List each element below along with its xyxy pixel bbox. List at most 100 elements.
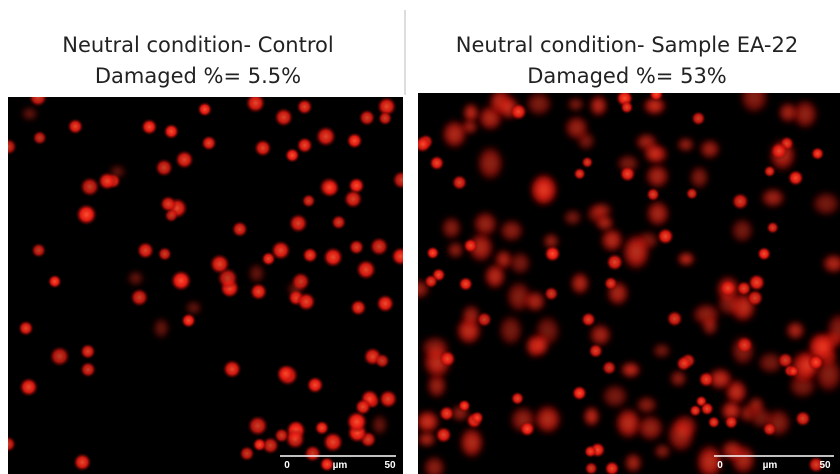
cell bbox=[76, 204, 98, 226]
cell bbox=[80, 361, 96, 377]
cell bbox=[476, 312, 492, 328]
cell bbox=[426, 246, 439, 259]
cell bbox=[369, 237, 389, 257]
cell bbox=[350, 299, 367, 316]
cell bbox=[0, 138, 17, 155]
cell bbox=[67, 118, 83, 134]
cell bbox=[724, 415, 738, 429]
cell bbox=[130, 288, 149, 307]
cell bbox=[764, 165, 776, 177]
cell bbox=[666, 310, 683, 327]
cell bbox=[746, 289, 763, 306]
scale-label: 0 bbox=[284, 460, 290, 471]
cell bbox=[136, 241, 154, 259]
cell bbox=[770, 142, 788, 160]
cell bbox=[635, 395, 659, 415]
cell bbox=[738, 80, 770, 116]
cell bbox=[315, 126, 336, 147]
cell bbox=[471, 411, 484, 424]
cell bbox=[686, 187, 699, 200]
cell bbox=[359, 109, 376, 126]
cell bbox=[691, 111, 706, 126]
cell bbox=[651, 342, 672, 359]
cell bbox=[563, 114, 590, 142]
cell bbox=[653, 443, 672, 460]
cell bbox=[588, 94, 608, 118]
cell bbox=[582, 405, 601, 428]
cell bbox=[245, 93, 265, 113]
scale-label: 0 bbox=[717, 460, 723, 471]
cell bbox=[676, 251, 696, 267]
cell bbox=[349, 239, 365, 255]
cell bbox=[524, 90, 554, 117]
scale-label: µm bbox=[333, 460, 348, 471]
cell bbox=[253, 438, 267, 452]
cell bbox=[80, 177, 100, 197]
cell bbox=[48, 274, 62, 288]
cell bbox=[21, 106, 39, 121]
cell bbox=[346, 132, 362, 148]
cell bbox=[439, 350, 456, 367]
cell bbox=[785, 320, 807, 341]
cell bbox=[497, 313, 524, 348]
cell bbox=[302, 194, 316, 208]
cell bbox=[623, 452, 643, 474]
cell bbox=[644, 163, 671, 190]
cell bbox=[31, 243, 46, 258]
cell bbox=[649, 87, 664, 102]
cell bbox=[152, 317, 170, 340]
cell bbox=[688, 165, 710, 191]
cell bbox=[731, 192, 749, 210]
cell bbox=[29, 88, 48, 107]
cell bbox=[155, 158, 174, 177]
cell bbox=[248, 263, 266, 285]
cell bbox=[736, 336, 754, 354]
cell bbox=[531, 333, 550, 357]
figure: Neutral condition- Control Damaged %= 5.… bbox=[0, 0, 840, 474]
cell bbox=[458, 277, 473, 292]
cell bbox=[374, 353, 389, 368]
panel-title: Neutral condition- Sample EA-22 bbox=[456, 33, 798, 57]
cell bbox=[378, 111, 393, 126]
cell bbox=[562, 208, 583, 226]
cell bbox=[719, 279, 737, 297]
cell bbox=[645, 199, 671, 229]
cell bbox=[0, 436, 16, 452]
panel-subtitle: Damaged %= 5.5% bbox=[95, 64, 301, 88]
cell bbox=[18, 320, 34, 336]
cell bbox=[371, 413, 389, 436]
cell bbox=[676, 137, 696, 153]
cell bbox=[452, 175, 468, 191]
cell bbox=[127, 270, 145, 286]
cell bbox=[646, 187, 660, 201]
cell bbox=[296, 137, 313, 154]
cell bbox=[379, 389, 398, 408]
cell bbox=[306, 376, 323, 393]
cell bbox=[795, 410, 811, 426]
cell bbox=[285, 148, 300, 163]
panel-subtitle: Damaged %= 53% bbox=[527, 64, 727, 88]
cell bbox=[231, 221, 248, 238]
cell bbox=[446, 241, 465, 260]
cell bbox=[698, 138, 721, 160]
cell bbox=[463, 238, 478, 253]
cell bbox=[304, 445, 322, 463]
cell bbox=[475, 144, 505, 183]
cell bbox=[392, 170, 411, 189]
cell bbox=[458, 425, 485, 460]
cell bbox=[108, 164, 126, 179]
cell bbox=[581, 156, 593, 168]
cell bbox=[508, 250, 532, 276]
cell bbox=[762, 422, 777, 437]
cell bbox=[700, 402, 714, 416]
cell bbox=[787, 170, 804, 187]
cell bbox=[602, 360, 617, 375]
cell bbox=[777, 101, 799, 124]
cell bbox=[343, 189, 362, 208]
cell bbox=[619, 361, 642, 379]
cell bbox=[222, 359, 241, 378]
cell bbox=[440, 215, 463, 241]
cell bbox=[787, 365, 799, 377]
cell bbox=[302, 247, 318, 263]
cell bbox=[32, 130, 47, 145]
